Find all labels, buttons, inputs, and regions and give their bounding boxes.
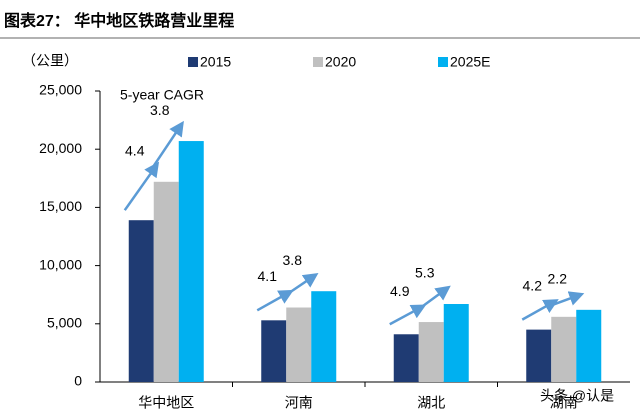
cagr-arrow	[148, 120, 184, 173]
cagr-arrow	[123, 161, 160, 211]
x-tick-label: 湖北	[417, 395, 445, 411]
y-tick-label: 10,000	[39, 256, 82, 272]
y-axis-label: （公里）	[22, 53, 78, 69]
chart-title: 图表27： 华中地区铁路营业里程	[4, 11, 234, 30]
bar	[393, 334, 419, 382]
cagr-label: 4.2	[523, 278, 543, 294]
legend-swatch	[313, 57, 323, 67]
bar	[178, 141, 204, 382]
bar	[443, 304, 469, 382]
bar	[261, 320, 287, 382]
legend-label: 2025E	[450, 54, 490, 70]
cagr-label: 3.8	[150, 102, 170, 118]
y-tick-label: 5,000	[47, 315, 82, 331]
cagr-arrow	[546, 291, 585, 308]
bar	[576, 309, 602, 382]
watermark: 头条 @认是	[540, 388, 614, 404]
bar	[551, 316, 577, 382]
legend-label: 2020	[325, 54, 356, 70]
y-tick-label: 15,000	[39, 198, 82, 214]
bar	[286, 307, 312, 382]
legend-swatch	[438, 57, 448, 67]
bar	[153, 181, 179, 382]
y-tick-label: 25,000	[39, 82, 82, 98]
x-tick-label: 湖南	[550, 395, 578, 411]
y-tick-label: 20,000	[39, 140, 82, 156]
cagr-arrow	[414, 285, 451, 314]
cagr-label: 4.1	[258, 268, 278, 284]
cagr-label: 2.2	[548, 271, 568, 287]
cagr-label: 5.3	[415, 265, 435, 281]
cagr-label: 4.4	[125, 142, 145, 158]
legend-label: 2015	[200, 54, 231, 70]
x-tick-label: 河南	[285, 395, 313, 411]
bar	[526, 329, 552, 382]
bar	[128, 220, 154, 382]
cagr-label: 3.8	[283, 252, 303, 268]
legend-swatch	[188, 57, 198, 67]
cagr-label: 4.9	[390, 283, 410, 299]
annotation: 5-year CAGR	[120, 87, 204, 103]
y-tick-label: 0	[74, 373, 82, 389]
cagr-arrow	[281, 273, 319, 299]
x-tick-label: 华中地区	[138, 395, 194, 411]
bar	[418, 322, 444, 382]
bar	[311, 291, 337, 382]
